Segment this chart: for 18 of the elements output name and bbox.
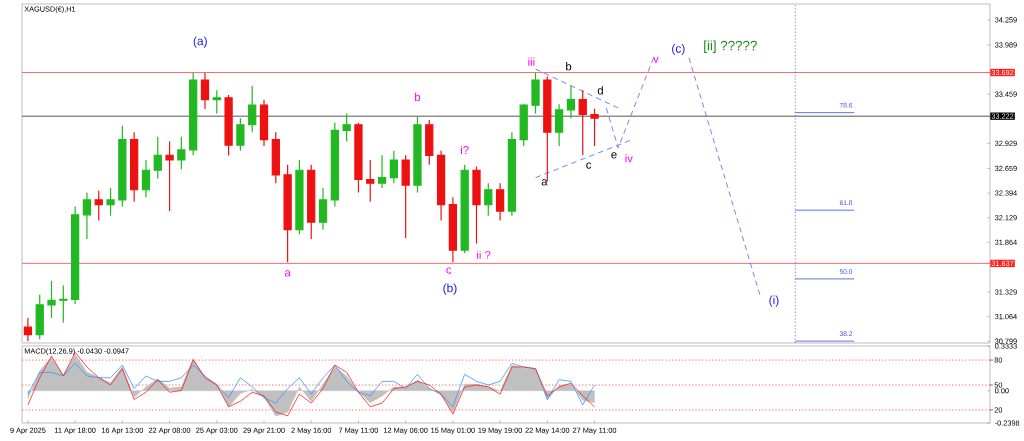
annotation: v [653,56,659,63]
annotation: b [415,92,421,102]
annotation: a [284,270,291,277]
annotation: (b) [443,283,457,295]
annotation: [ii] ????? [704,40,757,53]
annotation: (a) [193,36,207,48]
annotation: e [611,152,617,159]
annotation: a [541,179,548,186]
annotation: iv [625,154,633,163]
annotation: ii ? [477,250,491,259]
annotation: (i) [769,295,779,307]
annotation: b [566,62,572,71]
annotation: d [597,86,603,95]
annotation: c [446,267,452,274]
annotation: (c) [672,43,685,56]
annotation: c [586,162,592,169]
annotation: iii [528,57,535,66]
annotation: i? [461,145,469,154]
